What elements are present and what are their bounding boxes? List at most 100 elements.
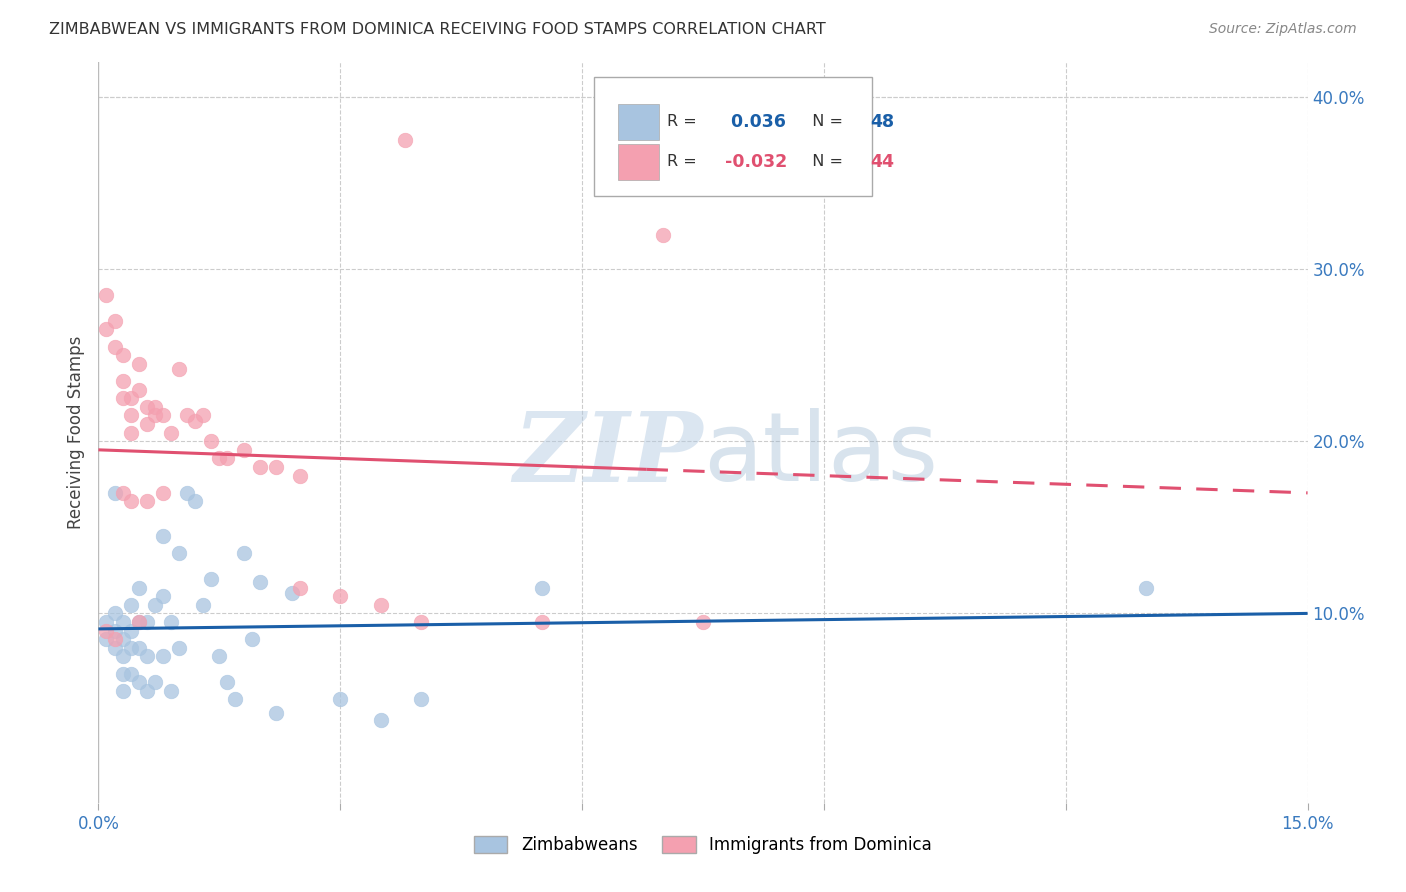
Point xyxy=(96,632,118,647)
Point xyxy=(200,572,222,586)
Point xyxy=(208,451,231,466)
Point xyxy=(103,486,125,500)
Point xyxy=(217,451,239,466)
Point xyxy=(264,460,287,475)
Point xyxy=(103,632,125,647)
Point xyxy=(152,409,174,423)
FancyBboxPatch shape xyxy=(595,78,872,195)
Point xyxy=(143,409,166,423)
Point xyxy=(111,684,134,698)
Point xyxy=(184,413,207,427)
Point xyxy=(128,640,150,655)
Point xyxy=(96,288,118,302)
Y-axis label: Receiving Food Stamps: Receiving Food Stamps xyxy=(67,336,86,529)
Point xyxy=(370,713,392,727)
Point xyxy=(96,615,118,629)
Point xyxy=(224,692,246,706)
Point xyxy=(167,362,190,376)
Point xyxy=(111,348,134,362)
Point xyxy=(111,615,134,629)
Text: R =: R = xyxy=(666,154,702,169)
Point xyxy=(217,675,239,690)
Point xyxy=(176,486,198,500)
Point xyxy=(167,640,190,655)
Point xyxy=(111,632,134,647)
Point xyxy=(530,581,553,595)
Point xyxy=(128,615,150,629)
Text: atlas: atlas xyxy=(703,409,938,501)
Point xyxy=(152,529,174,543)
Text: 44: 44 xyxy=(870,153,894,170)
Text: N =: N = xyxy=(803,114,848,129)
Point xyxy=(160,615,183,629)
Point xyxy=(96,322,118,336)
Point xyxy=(120,425,142,440)
Point xyxy=(232,546,254,560)
Point xyxy=(193,409,215,423)
Point xyxy=(120,391,142,405)
Point xyxy=(176,409,198,423)
Point xyxy=(143,598,166,612)
Text: R =: R = xyxy=(666,114,702,129)
Point xyxy=(120,666,142,681)
Point xyxy=(128,383,150,397)
Point xyxy=(111,374,134,388)
Point xyxy=(111,666,134,681)
Point xyxy=(208,649,231,664)
Text: -0.032: -0.032 xyxy=(724,153,787,170)
Point xyxy=(651,227,673,242)
Point xyxy=(409,615,432,629)
Point xyxy=(103,607,125,621)
Point xyxy=(152,486,174,500)
Point xyxy=(103,624,125,638)
Point xyxy=(96,624,118,638)
Point xyxy=(281,586,304,600)
Text: 48: 48 xyxy=(870,112,894,130)
Legend: Zimbabweans, Immigrants from Dominica: Zimbabweans, Immigrants from Dominica xyxy=(467,830,939,861)
Point xyxy=(409,692,432,706)
Point xyxy=(120,624,142,638)
Point xyxy=(120,640,142,655)
Point xyxy=(232,442,254,457)
Text: N =: N = xyxy=(803,154,848,169)
Point xyxy=(200,434,222,449)
Point xyxy=(249,460,271,475)
Point xyxy=(135,400,157,414)
Point xyxy=(160,425,183,440)
Point xyxy=(692,615,714,629)
Point xyxy=(135,615,157,629)
Point xyxy=(329,692,352,706)
Point xyxy=(394,133,416,147)
Point xyxy=(370,598,392,612)
Point xyxy=(128,357,150,371)
Point xyxy=(167,546,190,560)
Point xyxy=(103,339,125,353)
Point xyxy=(135,684,157,698)
Point xyxy=(120,409,142,423)
Point xyxy=(120,598,142,612)
Point xyxy=(249,575,271,590)
Point xyxy=(135,494,157,508)
Point xyxy=(240,632,263,647)
Point xyxy=(128,675,150,690)
Point xyxy=(288,468,311,483)
Point xyxy=(135,417,157,431)
Point xyxy=(152,589,174,603)
Point xyxy=(128,615,150,629)
Point xyxy=(128,581,150,595)
Point xyxy=(152,649,174,664)
Point xyxy=(264,706,287,721)
Point xyxy=(530,615,553,629)
Point xyxy=(193,598,215,612)
Point xyxy=(329,589,352,603)
Point xyxy=(111,486,134,500)
Text: ZIMBABWEAN VS IMMIGRANTS FROM DOMINICA RECEIVING FOOD STAMPS CORRELATION CHART: ZIMBABWEAN VS IMMIGRANTS FROM DOMINICA R… xyxy=(49,22,825,37)
FancyBboxPatch shape xyxy=(619,144,659,180)
Point xyxy=(288,581,311,595)
Point xyxy=(120,494,142,508)
Point xyxy=(103,314,125,328)
Point xyxy=(1135,581,1157,595)
Point xyxy=(143,675,166,690)
FancyBboxPatch shape xyxy=(619,103,659,140)
Point xyxy=(135,649,157,664)
